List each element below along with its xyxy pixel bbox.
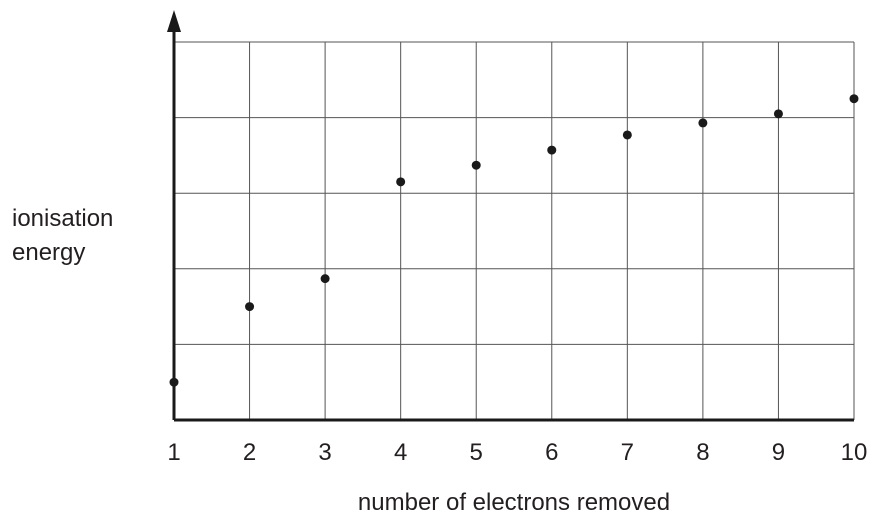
data-point: [698, 118, 708, 128]
data-point: [471, 160, 481, 170]
y-axis-label-line-2: energy: [12, 239, 85, 266]
grid: [174, 41, 855, 420]
x-tick-label: 2: [243, 439, 256, 466]
x-tick-label: 4: [394, 439, 407, 466]
x-axis-label: number of electrons removed: [358, 489, 670, 516]
data-point: [396, 177, 406, 187]
data-point: [169, 377, 179, 387]
x-tick-label: 1: [167, 439, 180, 466]
data-point: [773, 109, 783, 119]
data-point: [320, 274, 330, 284]
data-points: [169, 94, 859, 387]
x-tick-label: 3: [318, 439, 331, 466]
x-tick-label: 9: [772, 439, 785, 466]
axes: [167, 10, 854, 422]
y-axis-label-line-1: ionisation: [12, 205, 113, 232]
x-tick-label: 6: [545, 439, 558, 466]
x-tick-label: 10: [841, 439, 868, 466]
data-point: [622, 130, 632, 140]
y-axis-arrowhead: [167, 10, 181, 32]
x-tick-label: 8: [696, 439, 709, 466]
x-tick-label: 7: [621, 439, 634, 466]
x-tick-labels: 1 2 3 4 5 6 7 8 9 10: [167, 439, 867, 466]
x-tick-label: 5: [470, 439, 483, 466]
data-point: [245, 302, 255, 312]
data-point: [547, 145, 557, 155]
data-point: [849, 94, 859, 104]
